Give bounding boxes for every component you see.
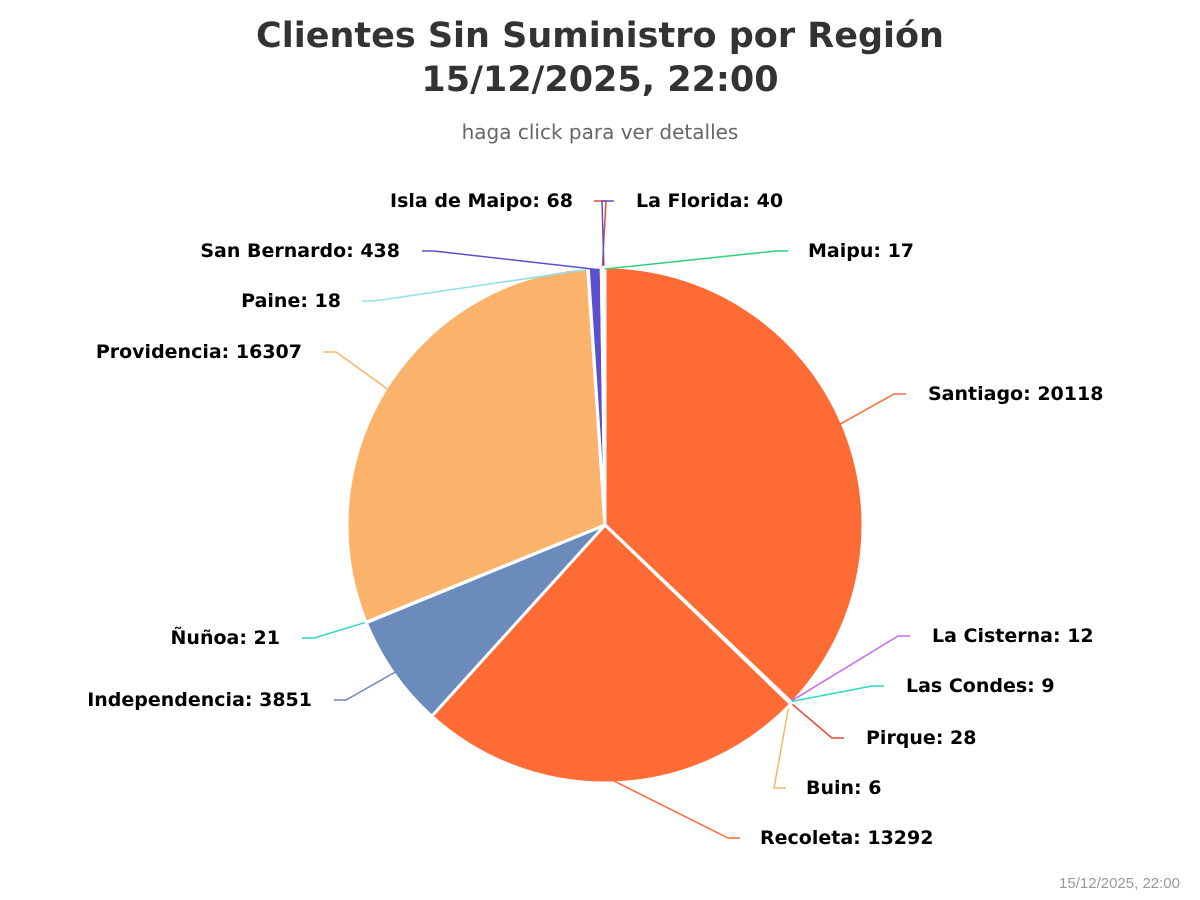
connector-la-cisterna bbox=[789, 635, 910, 703]
connector-santiago bbox=[839, 393, 906, 425]
data-label-paine: Paine: 18 bbox=[241, 290, 341, 312]
data-label-san-bernardo: San Bernardo: 438 bbox=[200, 240, 400, 262]
data-label-providencia: Providencia: 16307 bbox=[96, 341, 302, 363]
connector-pirque bbox=[789, 701, 844, 739]
connector-buin bbox=[773, 702, 791, 789]
chart-credit-timestamp: 15/12/2025, 22:00 bbox=[1059, 875, 1180, 892]
chart-title: Clientes Sin Suministro por Región 15/12… bbox=[0, 14, 1200, 102]
connector-nunoa bbox=[302, 620, 369, 639]
connector-providencia bbox=[324, 351, 389, 390]
data-label-nunoa: Ñuñoa: 21 bbox=[171, 625, 280, 649]
data-label-la-cisterna: La Cisterna: 12 bbox=[932, 625, 1094, 647]
chart-subtitle: haga click para ver detalles bbox=[461, 120, 739, 144]
data-label-las-condes: Las Condes: 9 bbox=[906, 675, 1055, 697]
connector-independencia bbox=[334, 671, 396, 701]
chart-title-line-2: 15/12/2025, 22:00 bbox=[421, 60, 779, 100]
data-label-maipu: Maipu: 17 bbox=[808, 240, 914, 262]
pie-slice-recoleta[interactable] bbox=[430, 523, 793, 785]
chart-title-line-1: Clientes Sin Suministro por Región bbox=[256, 16, 944, 56]
connector-paine bbox=[362, 268, 589, 302]
pie-slice-maipu[interactable] bbox=[602, 265, 607, 527]
data-label-buin: Buin: 6 bbox=[806, 777, 881, 799]
connector-la-florida bbox=[601, 200, 614, 270]
data-label-isla-de-maipo: Isla de Maipo: 68 bbox=[390, 190, 573, 212]
connector-las-condes bbox=[790, 685, 884, 703]
connector-san-bernardo bbox=[422, 250, 595, 270]
data-label-recoleta: Recoleta: 13292 bbox=[760, 827, 933, 849]
data-label-independencia: Independencia: 3851 bbox=[87, 689, 312, 711]
data-label-la-florida: La Florida: 40 bbox=[636, 190, 783, 212]
data-label-pirque: Pirque: 28 bbox=[866, 727, 976, 749]
connector-recoleta bbox=[613, 780, 740, 839]
data-label-santiago: Santiago: 20118 bbox=[928, 383, 1103, 405]
connector-maipu bbox=[604, 250, 788, 270]
